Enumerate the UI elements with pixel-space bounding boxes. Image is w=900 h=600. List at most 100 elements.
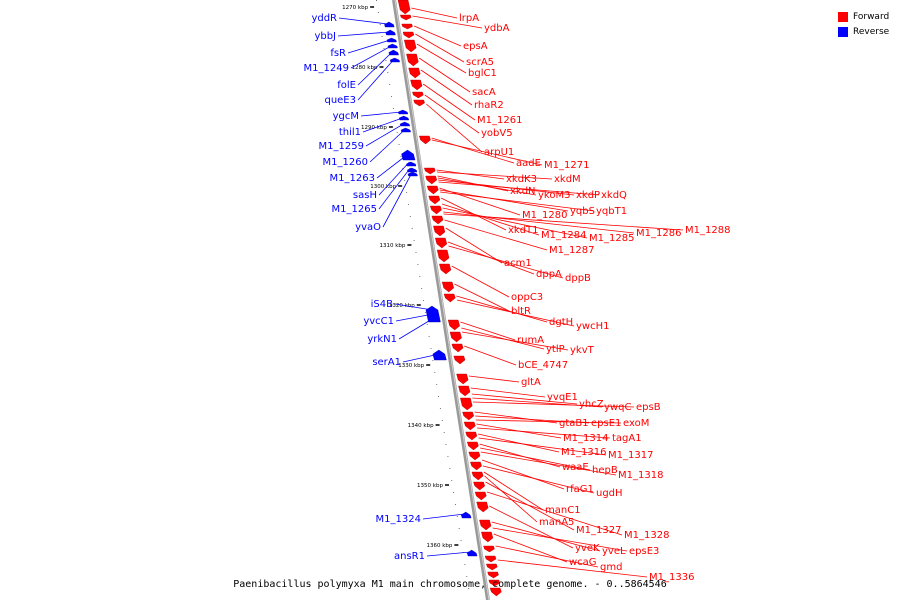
scale-label: 1340 kbp (408, 423, 434, 429)
forward-gene-label[interactable]: ytlP (546, 344, 565, 355)
forward-gene-label[interactable]: yqbS (570, 206, 595, 217)
reverse-gene-label[interactable]: M1_1263 (330, 173, 375, 184)
reverse-gene-label[interactable]: serA1 (372, 357, 401, 368)
forward-gene-label[interactable]: rfaG1 (566, 484, 594, 495)
forward-gene-label[interactable]: ykoM3 (538, 190, 570, 201)
forward-gene-label[interactable]: M1_1280 (522, 210, 567, 221)
reverse-gene-label[interactable]: M1_1259 (319, 141, 364, 152)
forward-gene-label[interactable]: xkdK3 (506, 174, 537, 185)
forward-gene-label[interactable]: gtaB1 (559, 418, 589, 429)
forward-gene-label[interactable]: ykvT (570, 345, 595, 356)
forward-gene-label[interactable]: M1_1285 (589, 233, 634, 244)
forward-gene-label[interactable]: xkdP (576, 190, 600, 201)
forward-gene-label[interactable]: manA5 (539, 517, 574, 528)
reverse-gene-label[interactable]: queE3 (324, 95, 356, 106)
reverse-gene-label[interactable]: thil1 (339, 127, 361, 138)
reverse-gene-label[interactable]: M1_1249 (304, 63, 349, 74)
forward-gene-label[interactable]: M1_1286 (636, 228, 681, 239)
forward-gene-label[interactable]: M1_1316 (561, 447, 606, 458)
forward-gene-label[interactable]: gmd (600, 562, 622, 573)
forward-gene-label[interactable]: bCE_4747 (518, 360, 568, 371)
forward-gene-label[interactable]: bltR (511, 306, 531, 317)
forward-gene-label[interactable]: waaE (562, 462, 589, 473)
forward-gene-label[interactable]: ugdH (596, 488, 623, 499)
reverse-gene-label[interactable]: iS4B (371, 299, 393, 310)
forward-gene-label[interactable]: dgtH (549, 317, 573, 328)
forward-gene-label[interactable]: manC1 (545, 505, 581, 516)
forward-gene-label[interactable]: yhcZ (579, 399, 604, 410)
forward-gene-label[interactable]: bglC1 (468, 68, 497, 79)
forward-gene-label[interactable]: M1_1284 (541, 230, 586, 241)
forward-gene-label[interactable]: rhaR2 (474, 100, 504, 111)
forward-gene-label[interactable]: yobV5 (481, 128, 513, 139)
reverse-gene-label[interactable]: ansR1 (394, 551, 425, 562)
forward-gene-label[interactable]: M1_1288 (685, 225, 730, 236)
reverse-gene-label[interactable]: sasH (353, 190, 377, 201)
forward-gene-label[interactable]: acm1 (504, 258, 532, 269)
reverse-gene (407, 171, 418, 177)
forward-gene-label[interactable]: xkdT1 (508, 225, 539, 236)
forward-gene-label[interactable]: xkdM (554, 174, 581, 185)
forward-leader-line (495, 545, 599, 568)
scale-label: 1330 kbp (398, 363, 424, 369)
reverse-gene-label[interactable]: ygcM (333, 111, 359, 122)
forward-gene-label[interactable]: ywqC (604, 402, 631, 413)
forward-gene-label[interactable]: epsE3 (629, 546, 659, 557)
forward-gene-label[interactable]: yvqE1 (547, 392, 578, 403)
forward-gene-label[interactable]: M1_1328 (624, 530, 669, 541)
forward-gene-label[interactable]: M1_1317 (608, 450, 653, 461)
forward-gene-label[interactable]: yveK (575, 543, 600, 554)
forward-gene-label[interactable]: M1_1314 (563, 433, 608, 444)
forward-gene-label[interactable]: wcaG (569, 557, 597, 568)
reverse-leader-line (395, 313, 434, 322)
forward-gene-label[interactable]: dppB (565, 273, 591, 284)
reverse-gene-label[interactable]: fsR (330, 48, 346, 59)
forward-gene-label[interactable]: dppA (536, 269, 562, 280)
forward-gene-label[interactable]: epsB (636, 402, 661, 413)
reverse-gene-label[interactable]: M1_1265 (332, 204, 377, 215)
forward-gene-label[interactable]: M1_1287 (549, 245, 594, 256)
reverse-gene-label[interactable]: M1_1324 (376, 514, 421, 525)
forward-gene-label[interactable]: M1_1271 (544, 160, 589, 171)
reverse-gene-label[interactable]: folE (337, 80, 356, 91)
forward-gene-label[interactable]: tagA1 (612, 433, 642, 444)
reverse-gene-label[interactable]: yddR (311, 13, 337, 24)
reverse-gene-label[interactable]: ybbJ (314, 31, 336, 42)
forward-gene-label[interactable]: gltA (521, 377, 541, 388)
forward-gene-label[interactable]: M1_1336 (649, 572, 694, 583)
reverse-gene-label[interactable]: yvcC1 (363, 316, 394, 327)
forward-gene-label[interactable]: xkdQ (601, 190, 627, 201)
guide-dot (413, 240, 415, 241)
forward-gene-label[interactable]: hepB (592, 465, 618, 476)
forward-gene-label[interactable]: sacA (472, 87, 496, 98)
forward-gene-label[interactable]: ywcH1 (576, 321, 609, 332)
forward-gene-label[interactable]: oppC3 (511, 292, 543, 303)
reverse-gene-label[interactable]: yrkN1 (367, 334, 397, 345)
guide-dot (396, 132, 398, 133)
reverse-leader-line (362, 117, 403, 133)
forward-leader-line (491, 521, 601, 552)
forward-gene-label[interactable]: M1_1261 (477, 115, 522, 126)
forward-gene-label[interactable]: aadE (516, 158, 541, 169)
forward-gene-label[interactable]: yqbT1 (596, 206, 627, 217)
forward-gene-label[interactable]: M1_1318 (618, 470, 663, 481)
reverse-leader-line (398, 317, 435, 340)
forward-gene-label[interactable]: rumA (517, 335, 544, 346)
forward-gene (460, 397, 473, 411)
forward-gene-label[interactable]: lrpA (459, 13, 479, 24)
forward-gene-label[interactable]: xkdN (510, 186, 536, 197)
forward-gene-label[interactable]: ydbA (484, 23, 510, 34)
forward-leader-line (420, 69, 473, 106)
forward-gene-label[interactable]: epsA (463, 41, 488, 52)
forward-gene-label[interactable]: M1_1327 (576, 525, 621, 536)
forward-gene-label[interactable]: yveL (602, 546, 626, 557)
reverse-gene-label[interactable]: yvaO (355, 222, 381, 233)
forward-leader-line (431, 139, 543, 166)
forward-leader-line (483, 471, 544, 511)
guide-dot (385, 60, 387, 61)
forward-gene-label[interactable]: exoM (623, 418, 649, 429)
reverse-gene-label[interactable]: M1_1260 (323, 157, 368, 168)
forward-gene-label[interactable]: scrA5 (466, 57, 494, 68)
forward-gene-label[interactable]: arpU1 (484, 147, 514, 158)
forward-gene-label[interactable]: epsE1 (591, 418, 621, 429)
